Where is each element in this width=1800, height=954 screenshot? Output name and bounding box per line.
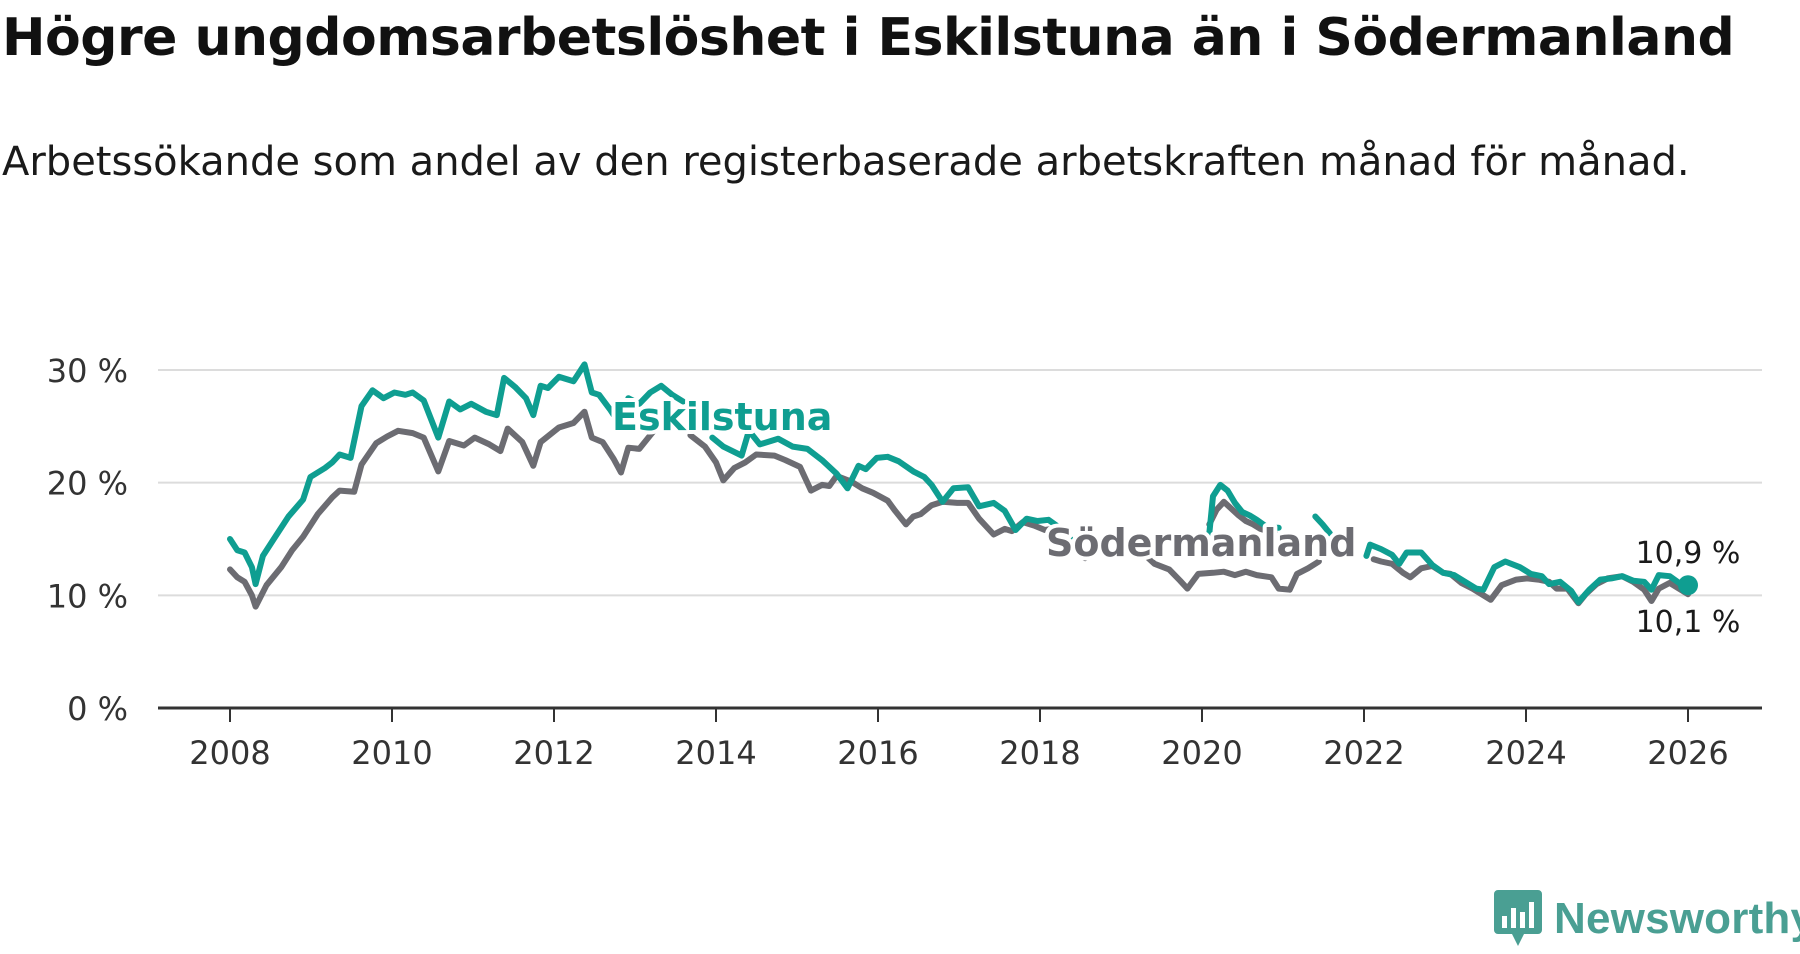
series-line-eskilstuna [1133,538,1147,555]
x-tick-label: 2022 [1323,734,1404,772]
x-tick-label: 2024 [1485,734,1566,772]
x-tick-label: 2020 [1161,734,1242,772]
series-line-eskilstuna [227,361,687,588]
series-line-eskilstuna [1312,513,1333,537]
x-tick-label: 2016 [837,734,918,772]
chart-subtitle: Arbetssökande som andel av den registerb… [2,139,1690,185]
x-tick-label: 2014 [675,734,756,772]
series-line-eskilstuna [709,427,1074,542]
axes: 0 % 10 % 20 % 30 % 2008 2010 2012 2014 2016 2018 2… [47,352,1762,772]
series-line-eskilstuna [1363,541,1691,606]
x-tick-label: 2026 [1647,734,1728,772]
series-lines [227,361,1698,610]
chart-title: Högre ungdomsarbetslöshet i Eskilstuna ä… [2,8,1735,68]
x-tick-label: 2018 [999,734,1080,772]
series-line-sdermanland [227,408,657,610]
end-label-eskilstuna: 10,9 % [1636,536,1741,571]
series-line-sdermanland [1206,498,1279,537]
x-tick-label: 2008 [189,734,270,772]
newsworthy-logo-icon [1494,890,1542,946]
series-end-marker-eskilstuna [1678,575,1698,596]
series-labels: Eskilstuna Södermanland 10,9 % 10,1 % [608,391,1743,643]
x-tick-label: 2012 [513,734,594,772]
newsworthy-logo[interactable]: Newsworthy [1494,884,1800,954]
series-label-sodermanland: Södermanland [1046,521,1356,565]
y-tick-label: 30 % [47,352,128,390]
y-tick-label: 10 % [47,577,128,615]
series-label-eskilstuna: Eskilstuna [612,395,832,439]
gridlines [158,369,1762,597]
series-line-sdermanland [687,432,1322,593]
series-line-eskilstuna [1206,481,1282,537]
y-tick-label: 0 % [67,690,128,728]
y-tick-label: 20 % [47,465,128,503]
x-tick-label: 2010 [351,734,432,772]
brand-name: Newsworthy [1554,894,1800,943]
series-line-sdermanland [1370,556,1691,607]
end-label-sodermanland: 10,1 % [1636,605,1741,640]
